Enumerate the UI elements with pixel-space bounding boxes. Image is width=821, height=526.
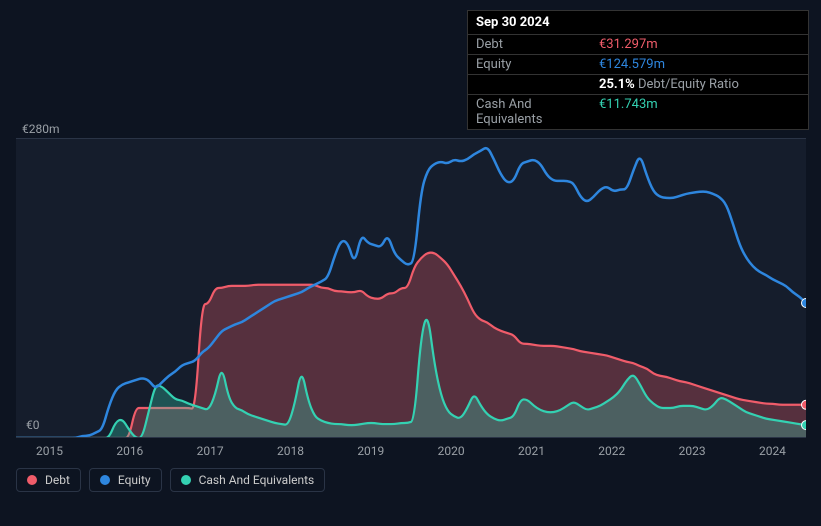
tooltip-row: Debt€31.297m <box>468 35 808 55</box>
legend-dot-icon <box>27 475 37 485</box>
y-axis-max-label: €280m <box>16 122 806 136</box>
legend-label: Equity <box>118 473 151 487</box>
tooltip-row-label <box>476 77 599 92</box>
x-axis-tick: 2017 <box>197 444 224 458</box>
x-axis-tick: 2024 <box>759 444 786 458</box>
debt-equity-chart: €280m €0 2015 2016 2017 2018 2019 2020 2021 202… <box>16 122 806 492</box>
chart-canvas[interactable] <box>16 138 806 438</box>
legend-label: Debt <box>45 473 70 487</box>
legend-item-equity[interactable]: Equity <box>89 468 162 492</box>
tooltip-row-value: 25.1% Debt/Equity Ratio <box>599 77 800 92</box>
tooltip-row-label: Debt <box>476 37 599 52</box>
x-axis-tick: 2021 <box>518 444 545 458</box>
tooltip-row-value: €31.297m <box>599 37 800 52</box>
tooltip-row-value: €124.579m <box>599 57 800 72</box>
x-axis-tick: 2023 <box>679 444 706 458</box>
tooltip-row: 25.1% Debt/Equity Ratio <box>468 75 808 95</box>
x-axis-tick: 2015 <box>36 444 63 458</box>
tooltip-date: Sep 30 2024 <box>468 11 808 35</box>
chart-legend: Debt Equity Cash And Equivalents <box>16 468 806 492</box>
legend-item-debt[interactable]: Debt <box>16 468 81 492</box>
x-axis: 2015 2016 2017 2018 2019 2020 2021 2022 2023 2024 <box>16 438 806 458</box>
x-axis-tick: 2018 <box>277 444 304 458</box>
legend-label: Cash And Equivalents <box>199 473 315 487</box>
x-axis-tick: 2020 <box>438 444 465 458</box>
x-axis-tick: 2019 <box>357 444 384 458</box>
y-axis-min-label: €0 <box>16 418 40 432</box>
tooltip-row: Equity€124.579m <box>468 55 808 75</box>
legend-dot-icon <box>100 475 110 485</box>
legend-item-cash[interactable]: Cash And Equivalents <box>170 468 326 492</box>
x-axis-tick: 2022 <box>598 444 625 458</box>
tooltip-row-label: Equity <box>476 57 599 72</box>
legend-dot-icon <box>181 475 191 485</box>
x-axis-tick: 2016 <box>116 444 143 458</box>
chart-tooltip: Sep 30 2024 Debt€31.297mEquity€124.579m2… <box>467 10 809 130</box>
